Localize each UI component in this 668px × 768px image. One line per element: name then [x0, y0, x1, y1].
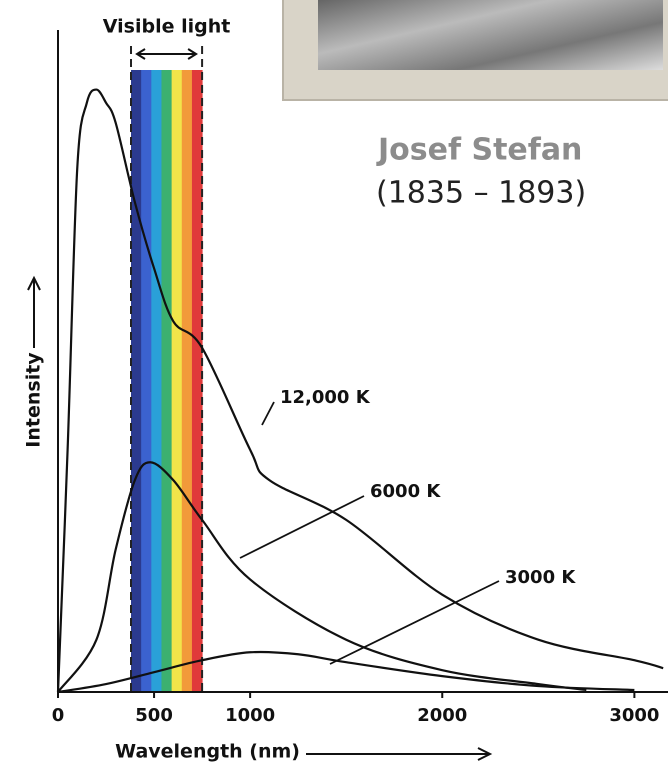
band-label: Visible light: [103, 16, 231, 38]
curve: [57, 461, 587, 693]
spectrum-stripe: [191, 70, 203, 692]
x-tick-label: 0: [52, 705, 65, 726]
series-label: 12,000 K: [280, 387, 371, 408]
caption-name: Josef Stefan: [376, 133, 582, 168]
spectrum-stripe: [161, 70, 173, 692]
spectrum-stripe: [151, 70, 162, 692]
leader-line: [329, 580, 500, 665]
x-tick-label: 1000: [225, 705, 275, 726]
x-axis-label: Wavelength (nm): [115, 741, 300, 763]
curve: [57, 650, 635, 694]
caption-years: (1835 – 1893): [376, 176, 586, 211]
spectrum-stripe: [181, 70, 193, 692]
x-tick-label: 3000: [609, 705, 659, 726]
leader-line: [261, 401, 275, 426]
band-arrow: [135, 48, 198, 60]
spectrum-stripe: [141, 70, 152, 692]
spectrum-stripe: [131, 70, 142, 692]
portrait-frame: [282, 0, 668, 101]
leader-line: [239, 495, 365, 559]
series-label: 3000 K: [505, 567, 576, 588]
series-label: 6000 K: [370, 481, 441, 502]
x-tick-label: 2000: [417, 705, 467, 726]
y-axis-label: Intensity: [23, 352, 45, 448]
y-arrow: [27, 275, 41, 348]
x-tick-label: 500: [135, 705, 173, 726]
curve: [56, 88, 664, 693]
x-arrow: [306, 747, 493, 761]
spectrum-stripe: [171, 70, 183, 692]
